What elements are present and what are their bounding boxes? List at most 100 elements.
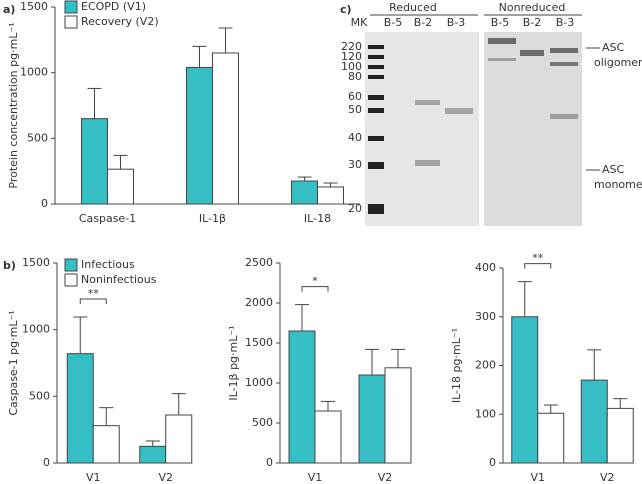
annotation: ASC: [602, 41, 625, 54]
legend-label: Infectious: [81, 258, 135, 271]
annotation: monomer: [594, 178, 642, 191]
error-bar: [323, 182, 338, 187]
marker-label: 60: [348, 90, 362, 103]
lane-label: B-5: [491, 16, 510, 29]
legend-swatch: [64, 258, 78, 272]
error-bar: [517, 281, 532, 317]
legend-label: Recovery (V2): [81, 15, 159, 28]
marker-label: 100: [341, 60, 362, 73]
bar: [511, 316, 539, 464]
x-tick-label: V1: [86, 471, 101, 484]
significance-bracket: [79, 298, 107, 304]
marker-label: 120: [341, 50, 362, 63]
bar: [107, 168, 134, 205]
x-tick-label: V2: [600, 471, 615, 484]
marker-label: 80: [348, 70, 362, 83]
error-bar: [391, 348, 405, 368]
annotation: oligomer: [594, 56, 642, 69]
error-bar: [113, 154, 128, 170]
legend-label: ECOPD (V1): [81, 0, 146, 13]
bar: [139, 445, 167, 464]
x-tick-label: V1: [530, 471, 545, 484]
x-tick-label: IL-18: [304, 212, 331, 225]
ladder: [368, 45, 384, 214]
lane-label: B-3: [447, 16, 466, 29]
bar: [288, 330, 316, 464]
significance: **: [532, 252, 544, 265]
bands: [415, 38, 578, 166]
significance-bracket: [524, 263, 552, 269]
bar: [92, 425, 120, 464]
error-bar: [192, 45, 207, 68]
bar: [317, 186, 344, 205]
error-bar: [587, 349, 602, 381]
bar: [66, 353, 94, 464]
y-tick-label: 0: [266, 456, 273, 469]
lane-label: B-3: [556, 16, 575, 29]
y-tick-label: 1000: [20, 66, 48, 79]
y-tick-label: 100: [475, 407, 496, 420]
y-tick-label: 0: [489, 456, 496, 469]
annotation: ASC: [602, 163, 625, 176]
y-tick-label: 1500: [22, 256, 50, 269]
y-tick-label: 500: [29, 389, 50, 402]
lane-label: MK: [351, 16, 368, 29]
marker-label: 20: [348, 202, 362, 215]
x-tick-label: V2: [158, 471, 173, 484]
error-bar: [99, 407, 114, 426]
significance: **: [88, 287, 100, 300]
lane-label: B-2: [414, 16, 433, 29]
bar: [580, 379, 608, 464]
bar: [212, 52, 239, 205]
y-tick-label: 500: [252, 416, 273, 429]
error-bar: [297, 176, 312, 182]
y-tick-label: 2000: [245, 296, 273, 309]
marker-label: 50: [348, 103, 362, 116]
panel-label: b): [3, 259, 16, 272]
bar: [291, 180, 318, 205]
bar: [384, 367, 412, 464]
x-tick-label: V1: [308, 471, 323, 484]
error-bar: [543, 404, 558, 414]
marker-label: 30: [348, 158, 362, 171]
error-bar: [365, 348, 379, 375]
y-tick-label: 300: [475, 310, 496, 323]
significance: *: [312, 275, 318, 288]
y-axis-label: Protein concentration pg·mL⁻¹: [7, 22, 20, 188]
legend-swatch: [64, 15, 78, 29]
marker-label: 220: [341, 40, 362, 53]
error-bar: [295, 304, 309, 331]
error-bar: [613, 398, 628, 409]
legend-label: Noninfectious: [81, 273, 157, 286]
legend-swatch: [64, 273, 78, 287]
error-bar: [87, 87, 102, 119]
bar: [186, 66, 213, 205]
error-bar: [73, 316, 88, 354]
lane-label: B-5: [384, 16, 403, 29]
bar: [358, 374, 386, 464]
error-bar: [218, 27, 233, 53]
group-label: Nonreduced: [499, 1, 566, 14]
panel-label: c): [340, 3, 352, 16]
marker-label: 40: [348, 131, 362, 144]
y-tick-label: 500: [27, 131, 48, 144]
y-axis-label: Caspase-1 pg·mL⁻¹: [7, 310, 20, 415]
error-bar: [321, 400, 335, 411]
bar: [81, 118, 108, 205]
y-tick-label: 200: [475, 359, 496, 372]
bar: [314, 410, 342, 464]
y-tick-label: 0: [41, 197, 48, 210]
y-axis-label: IL-18 pg·mL⁻¹: [450, 328, 463, 403]
y-axis-label: IL-1β pg·mL⁻¹: [227, 325, 240, 400]
western-blot: c) Reduced Nonreduced ASC oligomer ASC m…: [340, 1, 642, 226]
y-tick-label: 400: [475, 261, 496, 274]
y-tick-label: 2500: [245, 256, 273, 269]
x-tick-label: V2: [378, 471, 393, 484]
significance-bracket: [301, 286, 329, 292]
bar: [165, 414, 193, 464]
error-bar: [171, 393, 186, 415]
blot-panel: [484, 32, 582, 226]
blot-panel: [365, 32, 479, 226]
lane-label: B-2: [523, 16, 542, 29]
